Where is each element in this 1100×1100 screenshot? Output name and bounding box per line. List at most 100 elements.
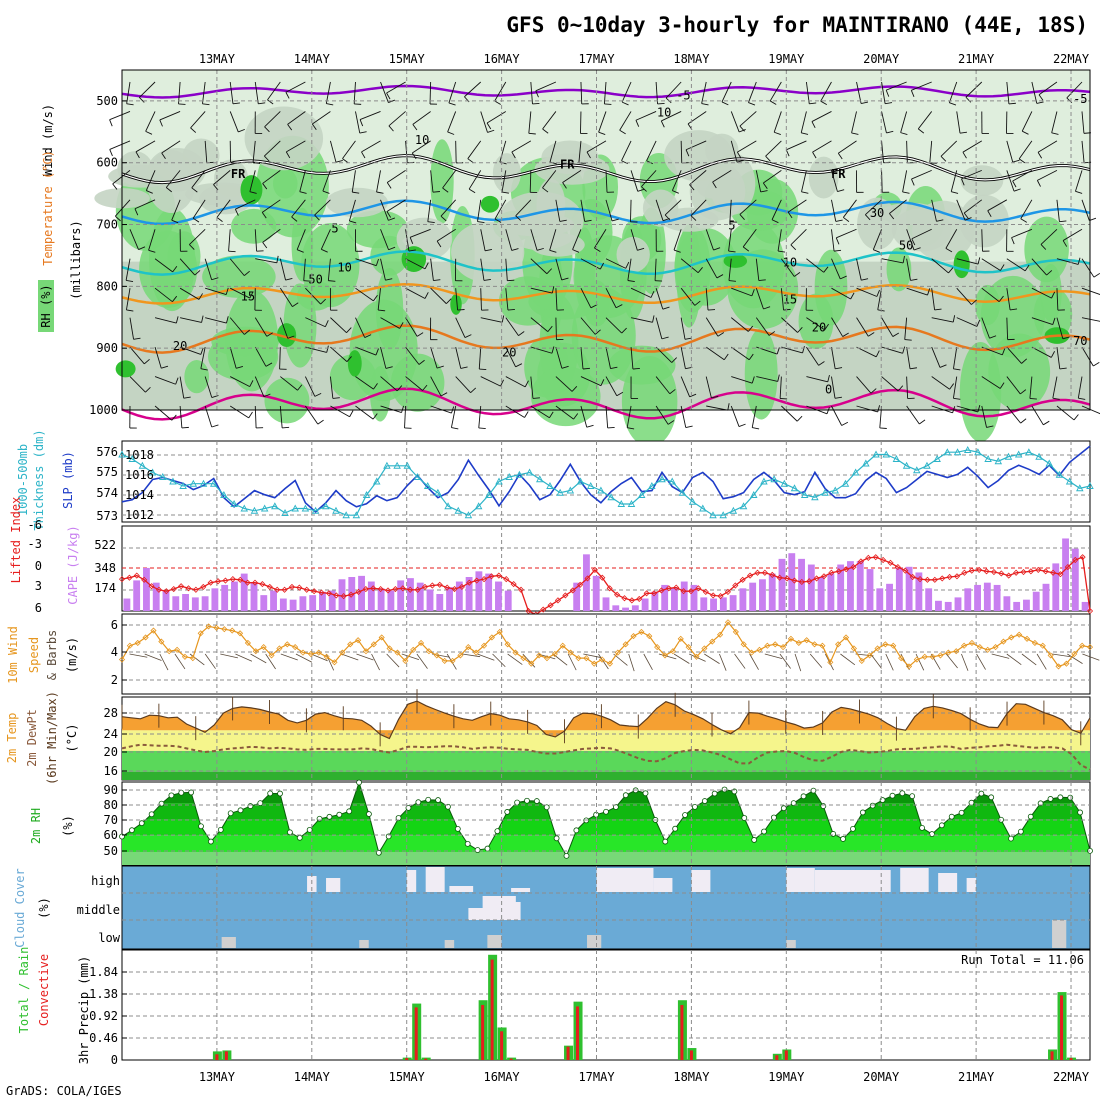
wind-barb: [480, 258, 485, 281]
thickness-marker: [434, 488, 442, 496]
wind-barb: [505, 317, 519, 336]
wind-barb: [154, 317, 177, 324]
cape-bar: [309, 595, 317, 611]
wind-barb-feather: [326, 103, 334, 106]
wind10-barb: [583, 653, 602, 658]
wind-barb-feather: [515, 215, 522, 221]
wind-barb-feather: [667, 420, 675, 425]
wind-barb-feather: [949, 383, 955, 390]
wind-barb-feather: [296, 249, 304, 253]
thickness-marker: [872, 450, 880, 458]
wind-barb-feather: [532, 397, 540, 399]
wind-barb: [279, 258, 287, 281]
wind-barb: [906, 347, 911, 369]
rh-patch-grey: [492, 153, 521, 194]
wind10-marker: [142, 634, 149, 641]
wind10-marker: [953, 648, 960, 655]
lifted-index-marker: [813, 575, 820, 582]
wind-barb-feather: [684, 337, 692, 340]
wind-barb-feather: [1001, 348, 1006, 356]
wind-barb: [430, 170, 434, 193]
cloud-patch: [1052, 920, 1067, 948]
wind-barb-feather: [112, 183, 118, 190]
wind10-marker: [394, 649, 401, 656]
wind-barb: [135, 140, 156, 153]
wind-barb-feather: [897, 385, 904, 392]
cape-bar: [612, 605, 620, 611]
wind-barb-feather: [262, 183, 268, 190]
thickness-marker: [678, 488, 687, 496]
cape-bar: [749, 582, 757, 611]
wind10-barb: [628, 653, 635, 672]
wind-barb-feather: [662, 306, 670, 310]
wind-barb: [831, 347, 836, 369]
wind-barb: [881, 317, 894, 337]
lifted-index-marker: [466, 579, 473, 586]
wind-barb: [355, 111, 361, 134]
lifted-index-marker: [444, 584, 451, 591]
rh2m-marker: [563, 852, 570, 859]
wind-barb: [359, 111, 381, 121]
day-label-bottom: 18MAY: [673, 1070, 710, 1084]
wind10-marker: [803, 637, 810, 644]
rh-contour-label: 50: [899, 238, 913, 252]
wind-barb-feather: [189, 244, 195, 250]
wind-barb: [605, 170, 608, 193]
cape-bar: [895, 567, 903, 611]
wind-barb-feather: [604, 103, 612, 105]
wind10-marker: [504, 641, 511, 648]
wind-barb-feather: [460, 366, 468, 369]
lifted-index-marker: [747, 572, 754, 579]
wind-barb-feather: [1024, 264, 1030, 272]
lifted-index-marker: [577, 581, 584, 588]
wind-barb-feather: [299, 191, 307, 194]
wind10-barb: [915, 653, 925, 671]
wind-barb: [728, 258, 732, 281]
wind-barb-feather: [1043, 420, 1050, 426]
wind-barb-feather: [249, 291, 254, 299]
wind-barb: [981, 287, 1000, 302]
wind-barb: [1031, 81, 1038, 104]
rh-patch-dark: [115, 360, 136, 378]
wind-barb: [125, 258, 131, 281]
wind-barb-feather: [399, 322, 404, 329]
wind-barb: [806, 258, 824, 273]
wind-barb: [255, 258, 277, 264]
wind10-marker: [929, 653, 936, 660]
cloud-patch: [786, 940, 796, 948]
wind-barb-feather: [418, 359, 425, 365]
rh2m-marker: [178, 789, 185, 796]
wind-barb: [355, 258, 377, 267]
wind-barb-feather: [986, 425, 994, 428]
wind10-barb: [280, 653, 298, 661]
cape-bar: [622, 607, 629, 611]
precip-convective-bar: [481, 1005, 485, 1060]
wind-barb: [952, 376, 958, 399]
wind-barb-feather: [161, 365, 169, 369]
wind-barb: [917, 111, 933, 130]
cloud-patch: [359, 940, 369, 948]
rh2m-marker: [336, 811, 343, 818]
cloud-patch: [406, 870, 417, 892]
cape-bar: [1042, 583, 1050, 611]
lifted-index-marker: [894, 564, 901, 571]
day-label-top: 14MAY: [294, 52, 331, 66]
wind10-speed-line: [118, 619, 1094, 670]
thickness-marker: [250, 506, 259, 514]
wind-barb-feather: [697, 267, 703, 273]
wind-barb-feather: [812, 151, 817, 159]
wind-barb-feather: [823, 266, 829, 273]
lifted-index-marker: [621, 595, 628, 602]
slp-tick: 1016: [125, 468, 154, 482]
temp-band-darkgreen: [122, 771, 1090, 780]
lifted-index-marker: [1086, 607, 1094, 615]
chart-title: GFS 0~10day 3-hourly for MAINTIRANO (44E…: [506, 13, 1088, 37]
wind-barb: [787, 199, 807, 213]
wind-barb-feather: [198, 293, 203, 300]
wind10-barb: [749, 653, 759, 670]
wind-barb-feather: [865, 214, 871, 221]
wind-barb: [806, 317, 825, 331]
wind-barb: [348, 199, 356, 222]
rh2m-marker: [346, 808, 353, 815]
wind-barb: [228, 229, 231, 252]
